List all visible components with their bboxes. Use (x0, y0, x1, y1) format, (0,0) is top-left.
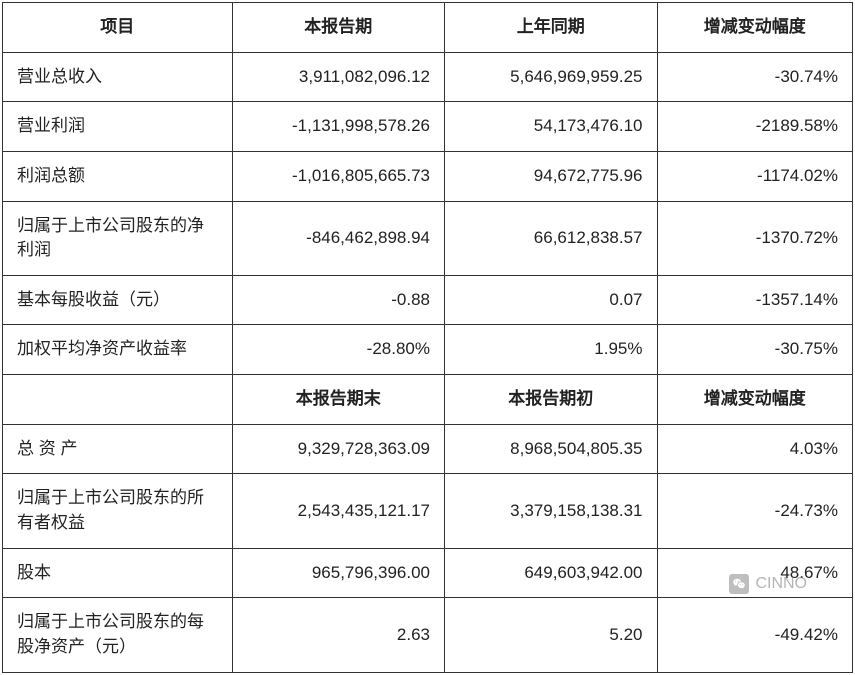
row-current: -28.80% (232, 325, 445, 375)
row-prior: 94,672,775.96 (445, 151, 658, 201)
row-prior: 8,968,504,805.35 (445, 424, 658, 474)
row-current: -0.88 (232, 275, 445, 325)
row-current: -1,131,998,578.26 (232, 102, 445, 152)
col-header-prior: 上年同期 (445, 3, 658, 53)
row-label: 股本 (3, 548, 233, 598)
row-change: 4.03% (657, 424, 853, 474)
row-current: 9,329,728,363.09 (232, 424, 445, 474)
row-change: -24.73% (657, 474, 853, 548)
row-label: 营业利润 (3, 102, 233, 152)
row-change: -1370.72% (657, 201, 853, 275)
row-prior: 5.20 (445, 598, 658, 672)
row-change: -30.75% (657, 325, 853, 375)
row-current: -846,462,898.94 (232, 201, 445, 275)
row-prior: 0.07 (445, 275, 658, 325)
row-label: 归属于上市公司股东的所有者权益 (3, 474, 233, 548)
col-header-current: 本报告期 (232, 3, 445, 53)
row-change: -1357.14% (657, 275, 853, 325)
table-row: 营业利润-1,131,998,578.2654,173,476.10-2189.… (3, 102, 853, 152)
financial-table: 项目 本报告期 上年同期 增减变动幅度 营业总收入3,911,082,096.1… (2, 2, 853, 673)
col-header-item: 项目 (3, 3, 233, 53)
row-change: -30.74% (657, 52, 853, 102)
col-header-change-2: 增减变动幅度 (657, 375, 853, 425)
row-prior: 66,612,838.57 (445, 201, 658, 275)
table-row: 加权平均净资产收益率-28.80%1.95%-30.75% (3, 325, 853, 375)
row-change: -2189.58% (657, 102, 853, 152)
row-change: -1174.02% (657, 151, 853, 201)
row-change: -49.42% (657, 598, 853, 672)
table-row: 归属于上市公司股东的净利润-846,462,898.9466,612,838.5… (3, 201, 853, 275)
table-row: 归属于上市公司股东的所有者权益2,543,435,121.173,379,158… (3, 474, 853, 548)
row-prior: 1.95% (445, 325, 658, 375)
row-label: 利润总额 (3, 151, 233, 201)
row-current: -1,016,805,665.73 (232, 151, 445, 201)
row-label: 基本每股收益（元） (3, 275, 233, 325)
col-header-begin: 本报告期初 (445, 375, 658, 425)
row-prior: 3,379,158,138.31 (445, 474, 658, 548)
table-row: 股本965,796,396.00649,603,942.0048.67% (3, 548, 853, 598)
table-row: 利润总额-1,016,805,665.7394,672,775.96-1174.… (3, 151, 853, 201)
row-current: 965,796,396.00 (232, 548, 445, 598)
row-prior: 54,173,476.10 (445, 102, 658, 152)
table-header-1: 项目 本报告期 上年同期 增减变动幅度 (3, 3, 853, 53)
row-label: 营业总收入 (3, 52, 233, 102)
table-header-2: 本报告期末 本报告期初 增减变动幅度 (3, 375, 853, 425)
row-prior: 5,646,969,959.25 (445, 52, 658, 102)
row-current: 2,543,435,121.17 (232, 474, 445, 548)
row-label: 归属于上市公司股东的净利润 (3, 201, 233, 275)
row-current: 2.63 (232, 598, 445, 672)
row-label: 总 资 产 (3, 424, 233, 474)
row-label: 归属于上市公司股东的每股净资产（元） (3, 598, 233, 672)
table-row: 基本每股收益（元）-0.880.07-1357.14% (3, 275, 853, 325)
row-current: 3,911,082,096.12 (232, 52, 445, 102)
table-row: 营业总收入3,911,082,096.125,646,969,959.25-30… (3, 52, 853, 102)
col-header-change: 增减变动幅度 (657, 3, 853, 53)
row-change: 48.67% (657, 548, 853, 598)
table-row: 归属于上市公司股东的每股净资产（元）2.635.20-49.42% (3, 598, 853, 672)
table-row: 总 资 产9,329,728,363.098,968,504,805.354.0… (3, 424, 853, 474)
row-label: 加权平均净资产收益率 (3, 325, 233, 375)
financial-table-container: 项目 本报告期 上年同期 增减变动幅度 营业总收入3,911,082,096.1… (0, 0, 855, 675)
col-header-end: 本报告期末 (232, 375, 445, 425)
row-prior: 649,603,942.00 (445, 548, 658, 598)
col-header-item-2 (3, 375, 233, 425)
